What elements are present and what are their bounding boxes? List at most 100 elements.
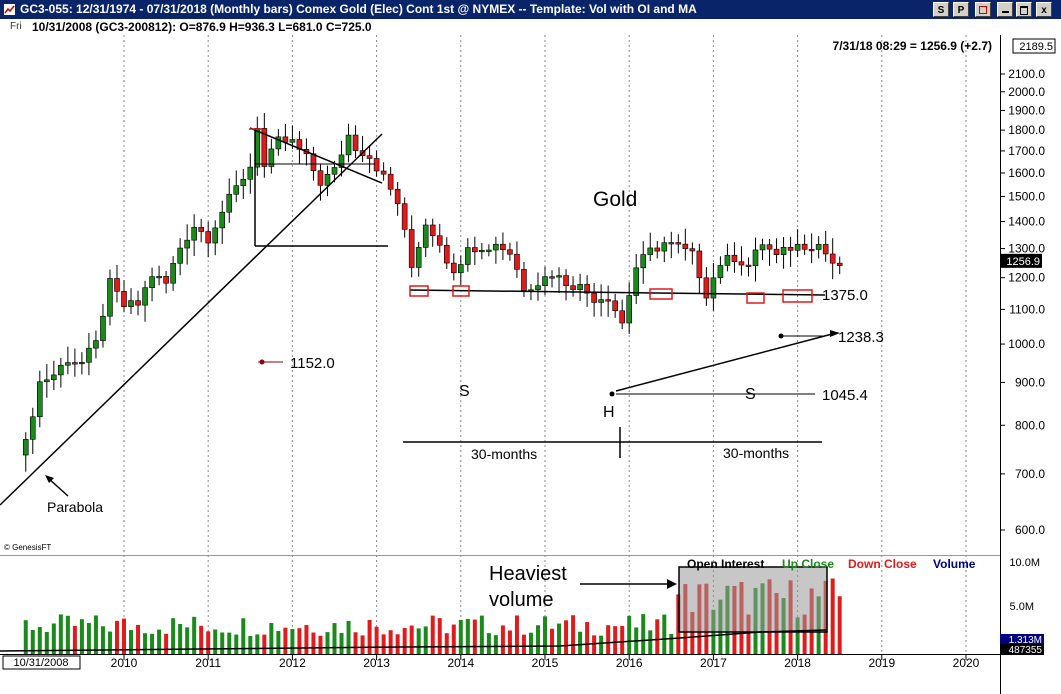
rising-support-line bbox=[615, 332, 837, 392]
candle-body bbox=[472, 247, 478, 253]
candle-body bbox=[773, 248, 780, 256]
candle-body bbox=[570, 285, 576, 290]
volume-bar bbox=[458, 619, 463, 654]
year-tick-label: 2012 bbox=[279, 656, 306, 670]
candle-body bbox=[486, 249, 492, 252]
close-button[interactable]: x bbox=[1036, 2, 1052, 17]
price-pane[interactable] bbox=[0, 35, 1000, 555]
minimize-button[interactable] bbox=[997, 2, 1013, 17]
candle-body bbox=[500, 243, 506, 251]
volume-bar bbox=[690, 612, 695, 654]
legend-volume: Volume bbox=[933, 557, 976, 571]
volume-label: volume bbox=[489, 589, 553, 611]
candle-body bbox=[549, 276, 555, 279]
candle-body bbox=[787, 246, 794, 251]
volume-bar bbox=[51, 623, 56, 654]
volume-bar bbox=[129, 630, 134, 654]
volume-bar bbox=[514, 615, 519, 654]
trend-lines bbox=[0, 127, 837, 506]
volume-tick-10m: 10.0M bbox=[1009, 557, 1040, 569]
candle-body bbox=[310, 153, 317, 171]
candle-body bbox=[394, 188, 401, 204]
volume-bar bbox=[535, 625, 540, 654]
volume-bar bbox=[662, 614, 667, 654]
s-button[interactable]: S bbox=[933, 2, 949, 17]
candle-body bbox=[408, 229, 415, 268]
label-1238: 1238.3 bbox=[838, 329, 884, 346]
top-price-value: 2189.5 bbox=[1019, 41, 1053, 53]
start-date-box bbox=[2, 655, 81, 670]
current-price-box bbox=[1000, 253, 1042, 268]
price-tick-label: 1300.0 bbox=[1008, 242, 1045, 256]
candle-body bbox=[450, 262, 457, 274]
volume-bar bbox=[164, 633, 169, 654]
chart-title: Gold bbox=[593, 188, 637, 211]
volume-bar bbox=[374, 626, 379, 654]
label-1152: 1152.0 bbox=[290, 355, 335, 372]
candle-body bbox=[191, 227, 197, 241]
price-tick-label: 1900.0 bbox=[1008, 103, 1045, 117]
volume-bar bbox=[416, 628, 421, 654]
neckline-1375 bbox=[409, 289, 826, 296]
candle-body bbox=[591, 292, 597, 303]
last-quote: 7/31/18 08:29 = 1256.9 (+2.7) bbox=[833, 39, 992, 53]
candle-body bbox=[724, 254, 731, 266]
volume-bar bbox=[157, 629, 162, 654]
candle-body bbox=[703, 277, 710, 299]
volume-bar bbox=[500, 625, 505, 654]
volume-bar bbox=[136, 624, 141, 654]
volume-bar bbox=[655, 619, 660, 654]
candle-body bbox=[198, 227, 204, 232]
volume-bar bbox=[30, 630, 35, 654]
candle-body bbox=[401, 203, 408, 230]
price-tick-label: 1800.0 bbox=[1008, 123, 1045, 137]
volume-bar bbox=[367, 619, 372, 654]
volume-bar bbox=[409, 625, 414, 654]
volume-value: 1.313M bbox=[1009, 635, 1042, 646]
price-chart[interactable]: 600.0 700.0 800.0 900.0 1000.0 1100.0 1200.0 13… bbox=[0, 35, 1061, 694]
volume-bar bbox=[746, 614, 751, 654]
volume-bar bbox=[353, 632, 358, 654]
candle-body bbox=[759, 244, 766, 251]
candle-body bbox=[86, 347, 92, 363]
print-button[interactable]: P bbox=[953, 2, 969, 17]
year-tick-label: 2015 bbox=[532, 656, 559, 670]
candle-body bbox=[465, 247, 471, 265]
candle-body bbox=[661, 242, 668, 252]
candle-body bbox=[794, 243, 801, 251]
volume-bar bbox=[318, 635, 323, 654]
price-tick-label: 1100.0 bbox=[1009, 302, 1045, 316]
pin-button[interactable] bbox=[975, 2, 991, 17]
candle-body bbox=[261, 128, 268, 167]
volume-bar bbox=[220, 632, 225, 654]
candle-body bbox=[72, 362, 78, 365]
price-tick-label: 2100.0 bbox=[1008, 67, 1045, 81]
volume-bar bbox=[100, 626, 105, 654]
candle-body bbox=[829, 253, 836, 264]
top-price-box bbox=[1012, 38, 1056, 54]
volume-bar bbox=[290, 629, 295, 654]
candle-body bbox=[247, 166, 254, 180]
open-interest-line bbox=[0, 629, 827, 652]
parabola-arrow-icon bbox=[45, 475, 54, 483]
price-tick-label: 1200.0 bbox=[1008, 271, 1045, 285]
year-tick-label: 2011 bbox=[195, 656, 221, 670]
volume-bar bbox=[620, 625, 625, 654]
candle-body bbox=[731, 254, 738, 262]
maximize-button[interactable] bbox=[1016, 2, 1032, 17]
volume-value-box bbox=[1000, 634, 1044, 644]
volume-bar bbox=[564, 620, 569, 654]
candle-body bbox=[647, 247, 654, 255]
candle-body bbox=[808, 249, 815, 252]
candle-body bbox=[65, 362, 71, 366]
candle-body bbox=[22, 439, 29, 456]
year-tick-label: 2018 bbox=[784, 656, 811, 670]
current-price-value: 1256.9 bbox=[1006, 256, 1040, 268]
candle-body bbox=[44, 379, 50, 383]
volume-bar bbox=[360, 635, 365, 654]
bar-info: Fri 10/31/2008 (GC3-200812): O=876.9 H=9… bbox=[0, 19, 1000, 35]
candle-body bbox=[675, 242, 682, 245]
candle-body bbox=[682, 243, 689, 249]
volume-bar bbox=[283, 627, 288, 654]
candle-body bbox=[212, 227, 219, 244]
